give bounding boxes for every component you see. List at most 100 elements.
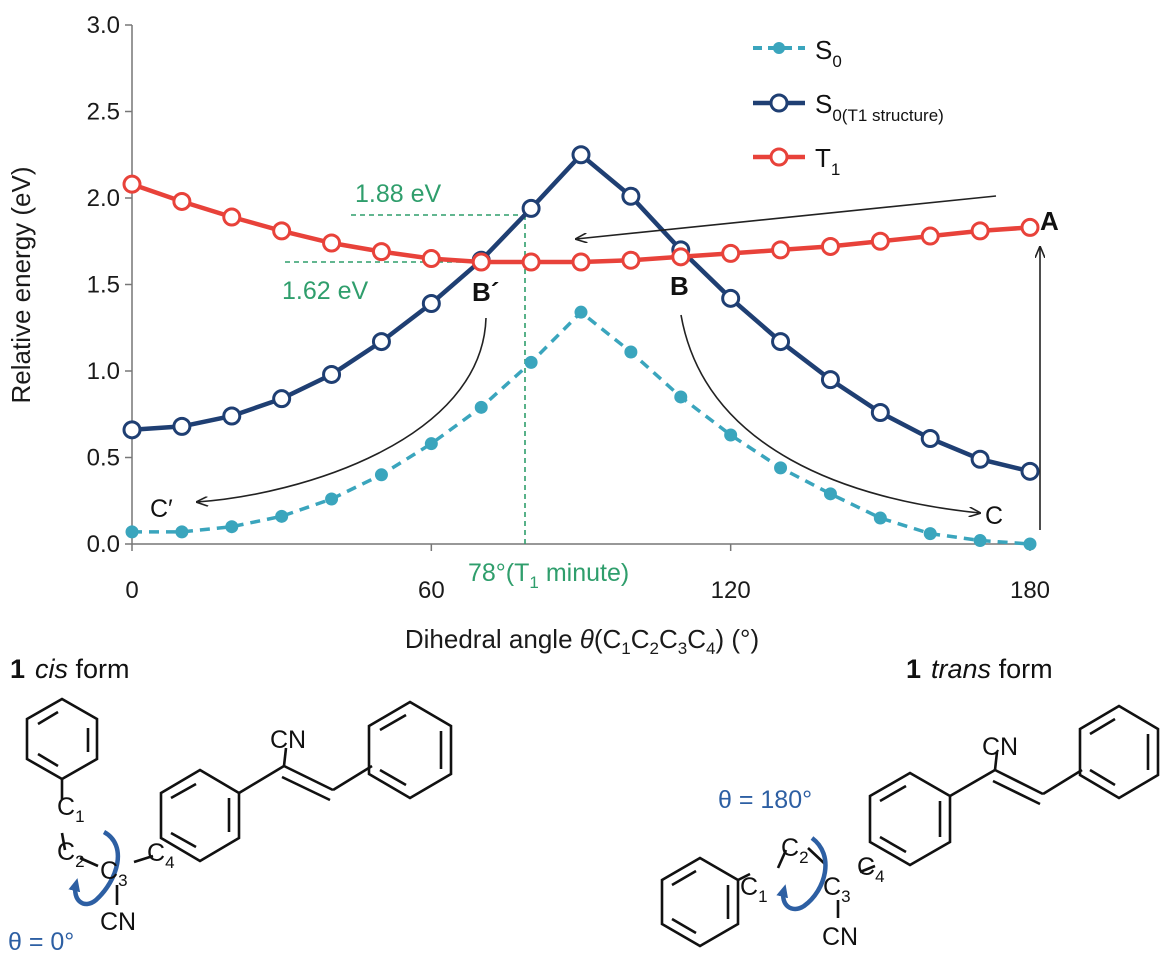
trans-c2: C2	[781, 834, 809, 867]
point-t1	[371, 242, 391, 262]
series-line-s0	[132, 309, 1031, 546]
cis-phenyl-right	[367, 700, 453, 800]
trans-caption: 1 trans form	[906, 654, 1053, 684]
point-t1	[1020, 217, 1040, 237]
x-axis-label: Dihedral angle θ(C1C2C3C4) (°)	[405, 624, 759, 658]
y-tick-label: 0.0	[87, 531, 120, 558]
x-axis-label-sub4: 4	[706, 639, 715, 658]
x-axis-label-c3: C	[659, 624, 678, 654]
cis-cn-bottom: CN	[100, 908, 136, 936]
point-s0t1	[421, 294, 441, 314]
x-tick-label: 180	[1010, 577, 1050, 604]
cis-caption-suffix: form	[68, 654, 130, 684]
x-axis-label-theta: θ	[580, 624, 594, 654]
point-s0t1	[272, 389, 292, 409]
cis-c3-sub: 3	[118, 871, 127, 890]
trans-c3: C3	[823, 873, 851, 906]
x-axis-label-close: ) (°)	[716, 624, 760, 654]
legend-s0-label: S0	[815, 35, 842, 71]
point-s0t1	[571, 145, 591, 165]
legend-t1-marker	[769, 147, 789, 167]
trans-c4: C4	[857, 853, 885, 886]
point-s0t1	[820, 370, 840, 390]
point-s0	[873, 511, 887, 525]
point-s0	[674, 390, 688, 404]
trans-phenyl-right	[1078, 704, 1160, 800]
cis-c3-symbol: C	[100, 857, 118, 885]
trans-c1: C1	[740, 873, 768, 906]
annotation-t1-minimum-sub: 1	[529, 573, 538, 592]
point-s0t1	[970, 449, 990, 469]
point-t1	[771, 240, 791, 260]
point-t1	[970, 221, 990, 241]
point-s0	[175, 525, 189, 539]
x-tick-labels: 0 60 120 180	[125, 544, 1050, 604]
annotation-1.88-ev: 1.88 eV	[355, 180, 442, 208]
plot-area: 0.00.51.01.52.02.53.0 0 60 120 180 Relative…	[6, 12, 1059, 658]
cis-rotation-arrow	[68, 830, 121, 907]
arrow-a-to-b	[576, 195, 997, 239]
legend-s0t1-label: S0(T1 structure)	[815, 89, 944, 125]
trans-bonds	[660, 704, 1160, 948]
legend-t1-name: T	[815, 143, 831, 173]
point-s0t1	[920, 428, 940, 448]
annotation-t1-minimum-post: minute)	[539, 559, 629, 587]
point-s0t1	[222, 406, 242, 426]
legend-s0t1-name: S	[815, 89, 832, 119]
cis-cn-top: CN	[270, 726, 306, 754]
trans-c3-sub: 3	[841, 887, 850, 906]
x-axis-label-pre: Dihedral angle	[405, 624, 580, 654]
cis-c2: C2	[57, 838, 85, 871]
point-s0	[1023, 537, 1037, 551]
trans-theta-label: θ = 180°	[718, 786, 812, 814]
legend-s0t1-marker	[769, 93, 789, 113]
point-t1	[421, 249, 441, 269]
y-tick-label: 1.0	[87, 358, 120, 385]
cis-theta-label: θ = 0°	[8, 928, 74, 956]
arrow-b-prime-to-c-prime	[197, 317, 487, 502]
point-s0	[424, 437, 438, 451]
legend-s0-name: S	[815, 35, 832, 65]
cis-caption: 1 cis form	[10, 654, 130, 684]
trans-rotation-arrow	[776, 836, 828, 912]
label-a: A	[1040, 206, 1059, 236]
trans-phenylene	[868, 771, 952, 867]
point-s0	[823, 487, 837, 501]
trans-structure: 1 trans form CN CN C1 C2 C3 C4 θ = 180°	[660, 654, 1160, 951]
point-s0	[774, 461, 788, 475]
cis-c2-sub: 2	[75, 852, 84, 871]
annotation-t1-minimum-pre: 78°(T	[468, 559, 529, 587]
legend-s0-sub: 0	[832, 52, 841, 71]
point-t1	[471, 252, 491, 272]
trans-caption-num: 1	[906, 654, 921, 684]
point-s0t1	[1020, 461, 1040, 481]
trans-c4-sub: 4	[875, 867, 884, 886]
cis-c1: C1	[57, 793, 85, 826]
y-tick-label: 2.5	[87, 99, 120, 126]
cis-phenylene	[159, 768, 241, 863]
legend-s0t1-sub: 0(T1 structure)	[832, 106, 943, 125]
y-tick-labels: 0.0 0.5 1.0 1.5 2.0 2.5 3.0	[87, 12, 132, 558]
label-c: C	[985, 502, 1003, 530]
annotation-1.62-ev: 1.62 eV	[282, 277, 369, 305]
trans-cn-bottom: CN	[822, 923, 858, 951]
cis-c3: C3	[100, 857, 128, 890]
point-s0t1	[621, 186, 641, 206]
cis-caption-num: 1	[10, 654, 25, 684]
cis-c4-symbol: C	[147, 839, 165, 867]
series-s0	[125, 305, 1037, 551]
cis-c4: C4	[147, 839, 175, 872]
trans-c2-sub: 2	[799, 848, 808, 867]
trans-c2-symbol: C	[781, 834, 799, 862]
point-t1	[671, 247, 691, 267]
point-s0	[624, 345, 638, 359]
point-t1	[721, 243, 741, 263]
cis-bonds	[25, 697, 453, 905]
series-line-t1	[131, 182, 1031, 265]
y-axis-label: Relative energy (eV)	[6, 167, 36, 404]
x-axis-label-c4: C	[687, 624, 706, 654]
cis-structure: 1 cis form CN CN C1 C2 C3 C4 θ = 0°	[8, 654, 453, 956]
point-s0t1	[122, 420, 142, 440]
point-s0t1	[771, 332, 791, 352]
cis-c4-sub: 4	[165, 853, 174, 872]
